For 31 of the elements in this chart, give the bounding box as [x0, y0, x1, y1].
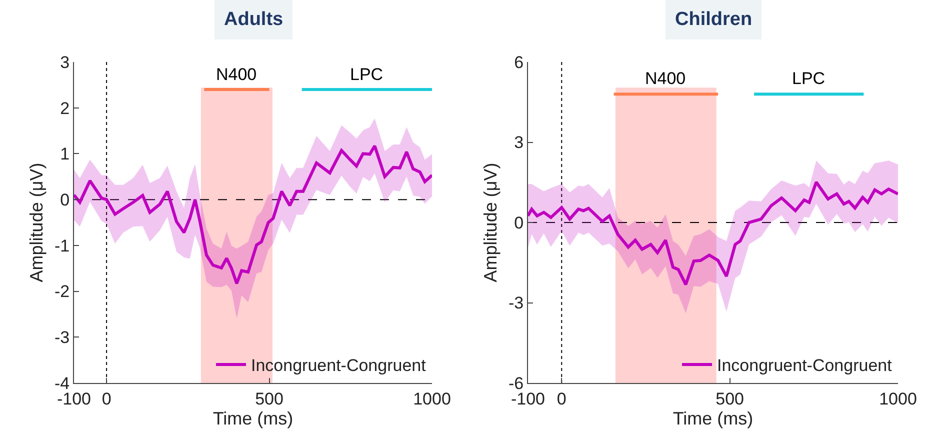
y-axis-title: Amplitude (μV)	[26, 162, 47, 282]
legend-label: Incongruent-Congruent	[251, 356, 426, 376]
line-series	[528, 180, 898, 286]
line-series	[74, 144, 432, 285]
series-label: N400	[216, 65, 257, 84]
x-tick-label: 500	[255, 389, 284, 408]
x-axis-title: Time (ms)	[212, 408, 294, 428]
legend-label: Incongruent-Congruent	[717, 356, 892, 376]
x-tick-label: 1000	[879, 389, 917, 408]
y-tick-label: -3	[54, 328, 70, 348]
y-tick-label: 0	[514, 213, 524, 232]
chart-title: Adults	[224, 9, 284, 30]
y-tick-label: -2	[54, 282, 70, 302]
y-tick-label: 0	[60, 190, 70, 210]
chart-title: Children	[675, 9, 752, 30]
y-tick-label: 6	[514, 52, 524, 72]
x-tick-label: 0	[556, 389, 566, 408]
series-label: LPC	[792, 69, 826, 88]
x-tick-label: 500	[716, 389, 744, 408]
x-tick-label: 1000	[413, 389, 451, 408]
series-label: N400	[645, 69, 686, 88]
x-axis-title: Time (ms)	[672, 408, 754, 428]
y-tick-label: 3	[60, 52, 70, 72]
y-tick-label: 3	[514, 133, 524, 152]
series-label: LPC	[350, 65, 384, 84]
x-tick-label: 0	[102, 389, 112, 408]
y-tick-label: -1	[54, 236, 70, 256]
y-tick-label: 1	[60, 144, 70, 164]
y-tick-label: 2	[60, 98, 70, 118]
y-tick-label: -3	[508, 294, 524, 313]
y-axis-title: Amplitude (μV)	[480, 162, 501, 282]
